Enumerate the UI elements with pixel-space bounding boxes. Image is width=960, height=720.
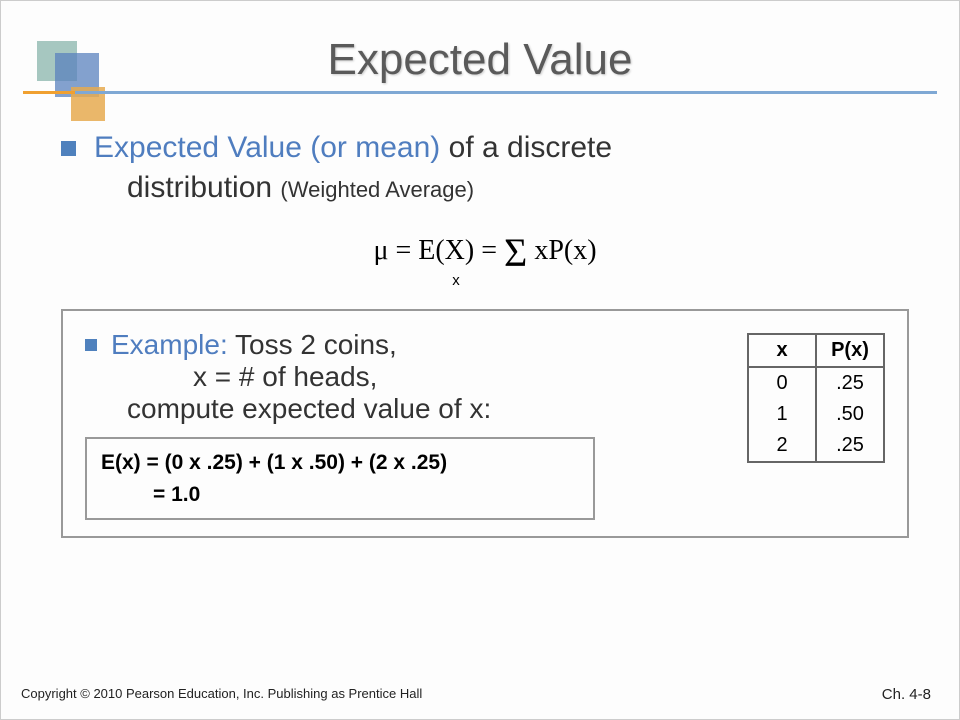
copyright: Copyright © 2010 Pearson Education, Inc.… xyxy=(21,686,422,701)
table-header-row: x P(x) xyxy=(748,334,884,367)
table-cell: .25 xyxy=(816,367,884,399)
sigma-icon: Σ xyxy=(504,230,527,275)
table-cell: .50 xyxy=(816,399,884,430)
formula-rhs: xP(x) xyxy=(527,235,596,266)
definition-line2a: distribution xyxy=(127,171,280,204)
probability-table: x P(x) 0 .25 1 .50 2 .25 xyxy=(747,333,885,463)
result-line1: E(x) = (0 x .25) + (1 x .50) + (2 x .25) xyxy=(101,447,579,479)
example-line1: Toss 2 coins, xyxy=(228,329,397,360)
result-box: E(x) = (0 x .25) + (1 x .50) + (2 x .25)… xyxy=(85,437,595,520)
table-header: P(x) xyxy=(816,334,884,367)
title-rule xyxy=(23,91,937,94)
formula-lhs: μ = E(X) = xyxy=(373,235,504,266)
slide-number: Ch. 4-8 xyxy=(882,686,931,703)
example-label: Example: xyxy=(111,329,228,360)
definition-line2b: (Weighted Average) xyxy=(280,177,474,202)
definition-bullet: Expected Value (or mean) of a discrete xyxy=(61,131,909,165)
definition-rest: of a discrete xyxy=(440,131,612,164)
table-header: x xyxy=(748,334,816,367)
bullet-icon xyxy=(61,141,76,156)
table-cell: 2 xyxy=(748,430,816,462)
table-cell: .25 xyxy=(816,430,884,462)
slide-body: Expected Value (or mean) of a discrete d… xyxy=(61,131,909,538)
definition-accent: Expected Value (or mean) xyxy=(94,131,440,164)
table-row: 1 .50 xyxy=(748,399,884,430)
example-box: Example: Toss 2 coins, x = # of heads, c… xyxy=(61,309,909,538)
bullet-icon xyxy=(85,339,97,351)
table-row: 2 .25 xyxy=(748,430,884,462)
definition-line1: Expected Value (or mean) of a discrete xyxy=(94,131,612,165)
definition-line2: distribution (Weighted Average) xyxy=(127,171,909,205)
table-cell: 1 xyxy=(748,399,816,430)
result-line2: = 1.0 xyxy=(153,479,579,511)
table-row: 0 .25 xyxy=(748,367,884,399)
slide-title: Expected Value xyxy=(1,35,959,85)
table-cell: 0 xyxy=(748,367,816,399)
formula-subscript: x xyxy=(3,272,909,289)
formula: μ = E(X) = Σ xP(x) x xyxy=(61,229,909,289)
